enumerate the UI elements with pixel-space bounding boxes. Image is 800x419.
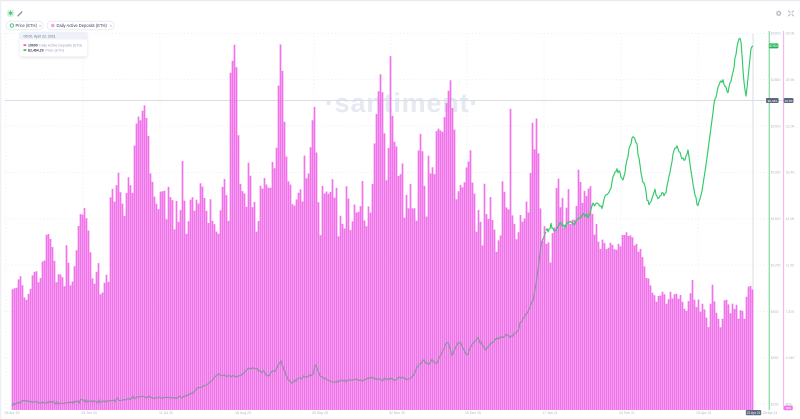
svg-text:18 Aug 20: 18 Aug 20 [235, 411, 251, 415]
svg-text:$2,464.29: $2,464.29 [28, 49, 44, 53]
svg-text:$2650: $2650 [771, 78, 781, 82]
svg-text:29.0K: 29.0K [786, 32, 796, 36]
svg-text:11.4K: 11.4K [786, 263, 796, 267]
svg-text:Daily Active Deposits (ETH): Daily Active Deposits (ETH) [39, 44, 82, 48]
svg-text:25 Sep 20: 25 Sep 20 [312, 411, 328, 415]
svg-text:$1250: $1250 [771, 263, 781, 267]
svg-text:18.4K: 18.4K [786, 171, 796, 175]
svg-text:26 Apr 20: 26 Apr 20 [5, 411, 20, 415]
svg-text:22.0K: 22.0K [786, 124, 796, 128]
svg-text:$1600: $1600 [771, 217, 781, 221]
svg-text:$200: $200 [771, 403, 779, 407]
svg-text:$550: $550 [771, 356, 779, 360]
svg-text:$2300: $2300 [771, 124, 781, 128]
svg-text:$2904: $2904 [769, 44, 778, 48]
svg-text:4.34K: 4.34K [786, 356, 796, 360]
svg-text:Daily Active Deposits (ETH): Daily Active Deposits (ETH) [57, 23, 108, 28]
svg-text:08:00, April 22, 2021: 08:00, April 22, 2021 [24, 34, 56, 38]
svg-text:809: 809 [786, 403, 792, 407]
svg-text:02 Nov 20: 02 Nov 20 [389, 411, 405, 415]
svg-text:✕: ✕ [109, 24, 112, 28]
svg-text:19.9K: 19.9K [785, 99, 794, 103]
svg-text:·santiment·: ·santiment· [325, 88, 479, 118]
svg-text:7.87K: 7.87K [786, 310, 796, 314]
svg-text:14.9K: 14.9K [786, 217, 796, 221]
svg-text:24 Feb 21: 24 Feb 21 [619, 411, 635, 415]
svg-text:25.5K: 25.5K [786, 78, 796, 82]
svg-text:03 Apr 21: 03 Apr 21 [697, 411, 712, 415]
svg-text:✕: ✕ [39, 24, 42, 28]
svg-text:$1950: $1950 [771, 171, 781, 175]
svg-text:$2,464: $2,464 [768, 99, 778, 103]
svg-text:11 Jul 20: 11 Jul 20 [159, 411, 173, 415]
svg-text:$3000: $3000 [771, 32, 781, 36]
svg-text:10000: 10000 [28, 44, 38, 48]
svg-text:$900: $900 [771, 310, 779, 314]
svg-text:Price (ETH): Price (ETH) [16, 23, 38, 28]
svg-text:809: 809 [786, 406, 791, 410]
svg-text:26 Apr 21: 26 Apr 21 [763, 411, 778, 415]
svg-text:17 Jan 21: 17 Jan 21 [542, 411, 557, 415]
svg-text:Price (ETH): Price (ETH) [46, 49, 64, 53]
svg-text:03 Jun 20: 03 Jun 20 [81, 411, 96, 415]
svg-text:10 Dec 20: 10 Dec 20 [465, 411, 481, 415]
svg-text:22 Apr 21: 22 Apr 21 [747, 411, 761, 415]
